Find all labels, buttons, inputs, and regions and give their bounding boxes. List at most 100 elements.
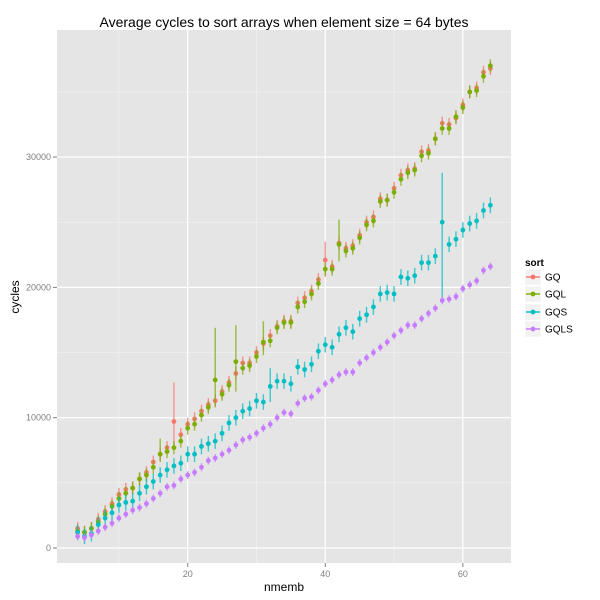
data-point [322,257,328,263]
data-point [137,476,142,482]
data-point [357,235,363,241]
data-point [432,136,438,142]
data-point [157,472,163,478]
data-point [329,344,335,350]
data-point [439,298,445,303]
data-point [391,291,397,297]
data-point [419,316,424,322]
data-point [453,236,459,242]
data-point [419,260,424,266]
data-point [192,451,197,457]
series-gqls [75,262,493,542]
data-point [226,447,232,453]
data-point [350,329,356,335]
data-point [405,275,411,281]
data-point [247,363,253,368]
data-point [377,291,383,297]
data-point [336,241,342,247]
data-point [295,304,301,310]
legend: sort GQ GQL GQS GQLS [524,258,573,338]
data-point [322,266,328,272]
data-point [233,415,239,421]
data-point [185,425,191,431]
data-point [329,377,335,383]
data-point [274,415,280,421]
data-point [302,367,308,372]
data-point [288,320,294,325]
data-point [95,522,101,527]
data-point [405,322,411,328]
data-point [315,387,321,393]
data-point [260,399,266,405]
data-point [199,464,204,470]
data-point [377,344,383,350]
data-point [322,381,328,387]
data-point [343,248,349,254]
data-point [426,260,431,266]
data-point [384,290,390,295]
data-point [185,472,191,478]
data-point [288,411,294,417]
axes: 20 40 60 0 10000 20000 30000 [26,152,468,579]
data-point [171,419,177,425]
data-point [267,338,273,344]
data-point [192,421,197,427]
data-point [405,170,411,176]
data-point [240,365,246,371]
data-point [309,291,314,297]
y-axis-label: cycles [8,280,22,313]
x-axis-label: nmemb [264,580,304,594]
data-point [281,410,287,415]
y-tick-label: 10000 [26,413,51,423]
data-point [398,176,404,182]
data-point [481,73,486,79]
legend-key-point [530,309,536,315]
data-point [460,227,466,233]
data-point [474,88,480,93]
data-point [446,125,452,131]
data-point [419,153,424,159]
legend-key-point [530,274,536,280]
data-point [384,197,390,203]
data-point [467,282,473,288]
data-point [192,470,197,475]
data-point [309,361,314,367]
data-point [144,501,149,507]
data-point [267,384,273,389]
data-point [109,510,115,516]
data-point [130,485,136,491]
data-point [247,434,253,440]
data-point [274,378,280,384]
data-point [150,479,156,484]
data-point [474,278,480,284]
data-point [391,333,397,338]
data-point [171,483,177,488]
plot-panel [57,30,511,563]
data-point [137,505,142,511]
data-point [322,342,328,348]
data-point [88,532,94,538]
data-point [439,219,445,225]
data-point [460,105,466,110]
x-tick-label: 40 [320,569,330,579]
data-point [453,114,459,120]
y-tick-label: 30000 [26,152,51,162]
data-point [357,316,363,322]
data-point [254,354,259,359]
data-point [343,325,349,331]
data-point [364,222,369,228]
data-point [350,369,356,375]
data-point [426,150,431,156]
data-point [302,395,308,401]
x-tick-label: 20 [183,569,193,579]
data-point [398,327,404,333]
data-point [371,350,376,355]
legend-key-point [530,291,536,297]
x-tick-label: 60 [458,569,468,579]
data-point [281,378,287,384]
data-point [137,490,142,496]
data-point [212,377,218,383]
data-point [309,394,314,400]
data-point [467,89,473,95]
data-point [130,498,136,504]
